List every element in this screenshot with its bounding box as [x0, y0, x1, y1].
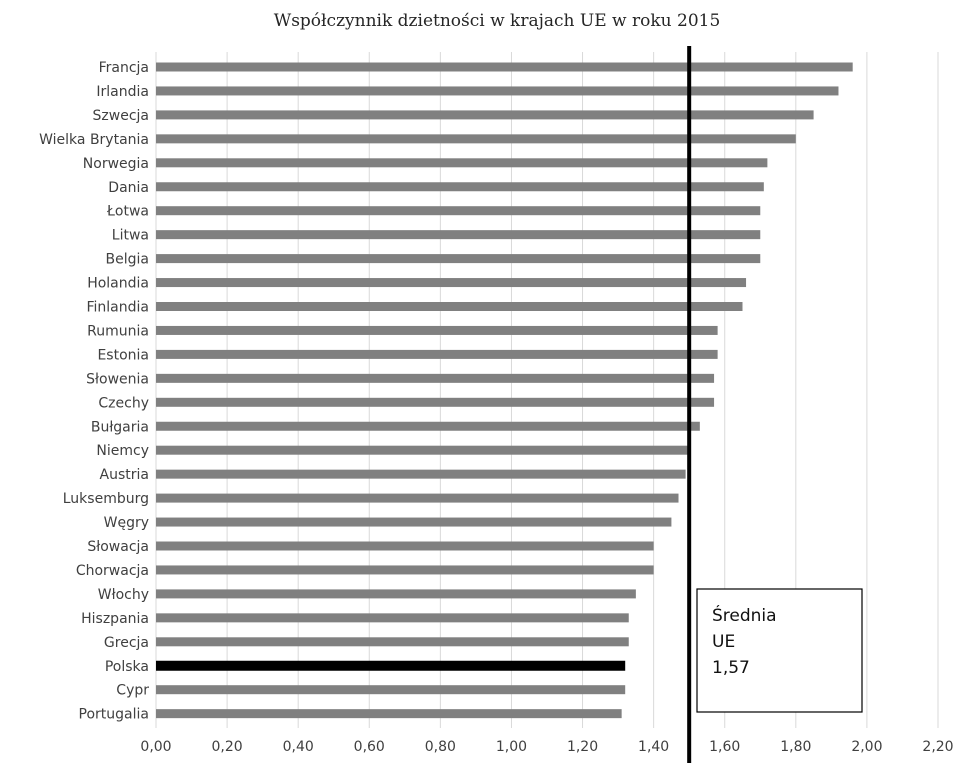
- category-label: Irlandia: [96, 84, 149, 100]
- bar-szwecja: [156, 110, 814, 120]
- category-label: Belgia: [106, 252, 149, 268]
- category-label: Słowenia: [86, 371, 149, 387]
- x-tick-labels: 0,00 0,20 0,40 0,60 0,80 1,00 1,20 1,40 1,60 1,80…: [140, 739, 953, 755]
- category-label: Hiszpania: [81, 611, 149, 627]
- bar-włochy: [156, 589, 636, 599]
- bar-irlandia: [156, 86, 839, 96]
- x-tick-label: 0,40: [283, 739, 314, 755]
- category-labels: Francja Irlandia Szwecja Wielka Brytania Nor…: [39, 60, 149, 723]
- bar-belgia: [156, 254, 761, 264]
- category-label: Holandia: [87, 276, 149, 292]
- bar-łotwa: [156, 206, 761, 216]
- bar-słowacja: [156, 541, 654, 551]
- category-label: Wielka Brytania: [39, 132, 149, 148]
- category-label: Węgry: [104, 515, 149, 531]
- bar-holandia: [156, 278, 747, 288]
- bar-czechy: [156, 397, 715, 407]
- category-label: Chorwacja: [76, 563, 149, 579]
- bar-estonia: [156, 349, 718, 359]
- bar-cypr: [156, 685, 626, 695]
- category-label: Włochy: [98, 587, 149, 603]
- bar-węgry: [156, 517, 672, 527]
- x-tick-label: 0,00: [140, 739, 171, 755]
- category-label: Polska: [105, 659, 149, 675]
- bar-finlandia: [156, 302, 743, 311]
- bar-francja: [156, 62, 853, 72]
- annotation-line: Średnia: [712, 604, 777, 626]
- bar-bułgaria: [156, 421, 700, 431]
- annotation-line: 1,57: [712, 658, 750, 678]
- category-label: Austria: [100, 467, 149, 483]
- bar-litwa: [156, 230, 761, 240]
- category-label: Dania: [108, 180, 149, 196]
- bar-wielka-brytania: [156, 134, 796, 144]
- bar-austria: [156, 469, 686, 479]
- x-tick-label: 2,00: [851, 739, 882, 755]
- annotation-line: UE: [712, 632, 735, 652]
- bar-niemcy: [156, 445, 690, 455]
- category-label: Niemcy: [96, 443, 149, 459]
- x-tick-label: 0,80: [425, 739, 456, 755]
- x-tick-label: 1,80: [780, 739, 811, 755]
- category-label: Grecja: [104, 635, 149, 651]
- x-tick-label: 1,20: [567, 739, 598, 755]
- bar-norwegia: [156, 158, 768, 168]
- category-label: Finlandia: [87, 300, 150, 316]
- category-label: Cypr: [116, 683, 149, 699]
- x-tick-label: 0,20: [212, 739, 243, 755]
- chart-title: Współczynnik dzietności w krajach UE w r…: [274, 11, 721, 31]
- bar-rumunia: [156, 325, 718, 335]
- x-tick-label: 1,00: [496, 739, 527, 755]
- bar-polska: [156, 660, 626, 671]
- x-tick-label: 2,20: [922, 739, 953, 755]
- category-label: Estonia: [97, 347, 149, 363]
- x-tick-label: 0,60: [354, 739, 385, 755]
- bar-portugalia: [156, 709, 622, 719]
- category-label: Portugalia: [79, 707, 149, 723]
- bar-dania: [156, 182, 764, 192]
- bar-luksemburg: [156, 493, 679, 503]
- category-label: Słowacja: [87, 539, 149, 555]
- category-label: Francja: [99, 60, 149, 76]
- bar-grecja: [156, 637, 629, 647]
- category-label: Szwecja: [93, 108, 149, 124]
- category-label: Norwegia: [83, 156, 149, 172]
- bars: [156, 62, 853, 719]
- category-label: Rumunia: [87, 323, 149, 339]
- bar-hiszpania: [156, 613, 629, 623]
- bar-słowenia: [156, 373, 715, 383]
- x-tick-label: 1,60: [709, 739, 740, 755]
- annotation-box: [696, 588, 863, 713]
- category-label: Luksemburg: [63, 491, 149, 507]
- x-tick-label: 1,40: [638, 739, 669, 755]
- category-label: Bułgaria: [91, 419, 149, 435]
- category-label: Litwa: [112, 228, 149, 244]
- category-label: Łotwa: [106, 204, 149, 220]
- category-label: Czechy: [98, 395, 149, 411]
- eu-average-annotation: Średnia UE 1,57: [696, 588, 863, 713]
- bar-chorwacja: [156, 565, 654, 575]
